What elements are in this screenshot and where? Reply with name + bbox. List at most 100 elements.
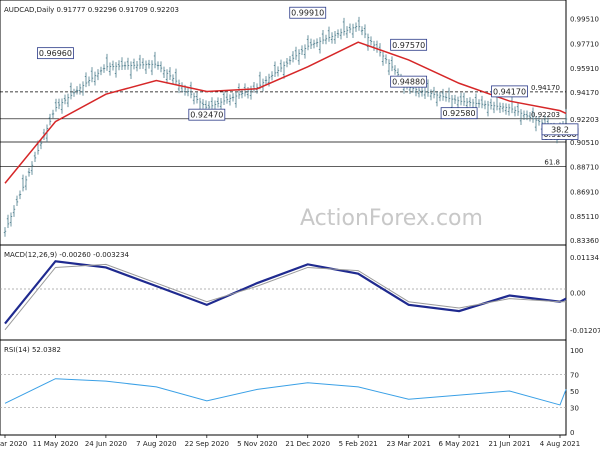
candle [69, 82, 73, 100]
candle [483, 100, 487, 110]
candle [222, 90, 226, 106]
y-tick-label: 0.00 [570, 289, 586, 297]
candle [363, 24, 367, 39]
candle [441, 88, 445, 101]
rsi-pane [0, 339, 567, 436]
y-tick-label: 0.99510 [570, 16, 599, 24]
level-label: 61.8 [544, 159, 560, 167]
candle [294, 46, 298, 60]
annotation: 0.99910 [289, 6, 327, 19]
candle [417, 86, 421, 98]
candle [390, 56, 394, 72]
x-tick-label: 7 Aug 2020 [136, 440, 176, 448]
candle [315, 38, 319, 48]
candle [60, 98, 64, 114]
candle [192, 92, 196, 105]
candle [342, 17, 346, 36]
macd-signal-line [4, 263, 567, 331]
candle [336, 29, 340, 39]
x-tick-label: 23 Mar 2021 [386, 440, 430, 448]
candle [453, 94, 457, 105]
level-label: 0.94170 [531, 84, 560, 92]
candle [537, 116, 541, 126]
y-tick-label: 0.83360 [570, 237, 599, 245]
candle [306, 35, 310, 51]
candle [435, 90, 439, 107]
candle [186, 87, 190, 97]
candle [528, 111, 532, 122]
candle [63, 94, 67, 105]
candle [507, 103, 511, 116]
candle [312, 39, 316, 49]
candle [117, 60, 121, 71]
candle [54, 98, 58, 112]
candle [345, 26, 349, 38]
candle [420, 86, 424, 97]
candle [171, 74, 175, 85]
rsi-axis: 100 70 50 30 0 [0, 347, 583, 437]
candle [240, 89, 244, 99]
candle [72, 88, 76, 97]
candle [534, 116, 538, 132]
candle [282, 61, 286, 79]
candle [492, 101, 496, 114]
x-tick-label: 21 Dec 2020 [285, 440, 330, 448]
candle [189, 81, 193, 99]
candle [288, 56, 292, 65]
candle [105, 53, 109, 71]
candle [195, 92, 199, 104]
candle [57, 98, 61, 110]
y-tick-label: 0.95910 [570, 65, 599, 73]
price-axis: 0.99510 0.97710 0.95910 0.94170 0.92203 0.905… [570, 16, 599, 245]
candle [276, 66, 280, 77]
svg-text:0.92470: 0.92470 [190, 111, 223, 120]
candle [318, 37, 322, 54]
candle [219, 98, 223, 111]
level-label: 0.92203 [531, 111, 560, 119]
candle [12, 205, 16, 217]
y-tick-label: 0.88710 [570, 164, 599, 172]
candle [27, 167, 31, 177]
candle [234, 91, 238, 108]
candle [354, 22, 358, 32]
svg-text:0.92580: 0.92580 [443, 109, 476, 118]
x-tick-label: 21 Jun 2021 [488, 440, 530, 448]
y-tick-label: 0.01134 [570, 254, 599, 262]
x-tick-label: 5 Nov 2020 [237, 440, 277, 448]
y-tick-label: -0.012072 [570, 327, 600, 335]
annotation: 0.92580 [440, 107, 478, 120]
candle [75, 86, 79, 95]
candle [369, 36, 373, 46]
candle [456, 96, 460, 109]
y-tick-label: 100 [570, 347, 583, 355]
candle [6, 214, 10, 229]
annotation: 38.2 [541, 123, 579, 136]
candle [462, 92, 466, 106]
candle [231, 93, 235, 102]
candle [438, 91, 442, 102]
annotation: 0.94170 [491, 85, 528, 98]
candle [150, 60, 154, 76]
candle [123, 61, 127, 70]
price-annotations: 0.99910 0.96960 0.92470 0.97570 0.94880 0.941… [37, 6, 579, 140]
candle [339, 28, 343, 40]
y-tick-label: 0.97710 [570, 40, 599, 48]
macd-pane-label: MACD(12,26,9) -0.00260 -0.003234 [4, 251, 130, 259]
candle [66, 93, 70, 108]
svg-text:0.94880: 0.94880 [392, 78, 425, 87]
candle [90, 67, 94, 83]
candle [81, 81, 85, 96]
candle [30, 161, 34, 175]
candle [18, 190, 22, 200]
candle [321, 29, 325, 45]
candle [327, 26, 331, 42]
candle [330, 32, 334, 44]
candle [144, 60, 148, 74]
candle [21, 174, 25, 192]
candle [273, 61, 277, 78]
y-tick-label: 0.86910 [570, 188, 599, 196]
y-tick-label: 0.92203 [570, 116, 599, 124]
candle [516, 102, 520, 116]
candle [348, 23, 352, 34]
candle [138, 54, 142, 70]
